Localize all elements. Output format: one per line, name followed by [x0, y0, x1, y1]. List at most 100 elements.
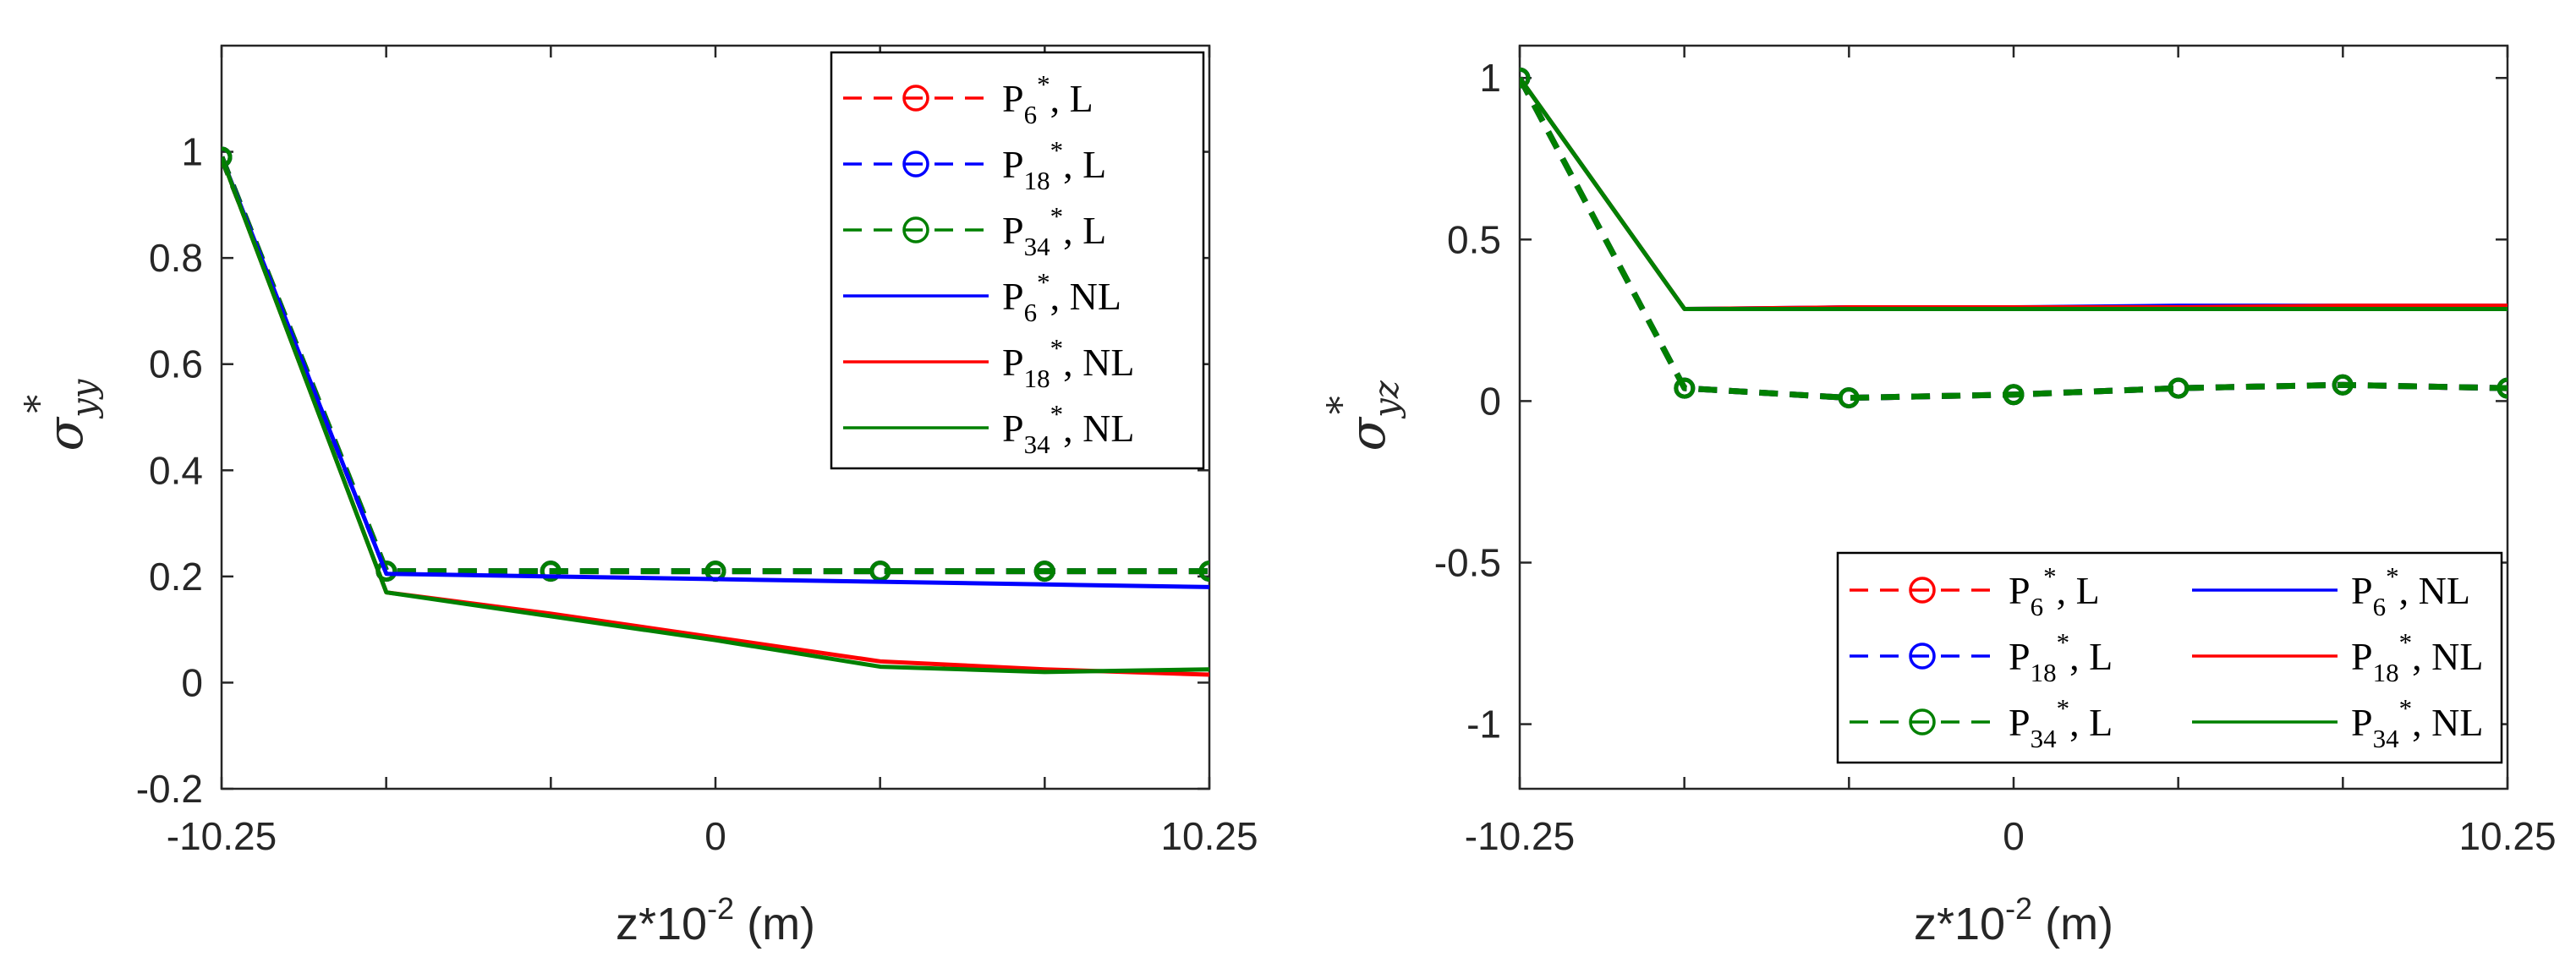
- chart2-legend-label-star: *: [2043, 561, 2057, 591]
- chart1-ytick-label: 1: [181, 130, 203, 174]
- chart1-legend-label-tail: , L: [1063, 209, 1106, 252]
- chart2-legend-label-main: P: [2351, 701, 2373, 744]
- chart2-legend-marker-3: [1909, 708, 1936, 736]
- chart1-series-3-point: [869, 561, 891, 582]
- chart2-series-3-point: [1674, 377, 1696, 399]
- chart2-legend-label-tail: , L: [2069, 635, 2113, 678]
- chart2-legend-box: [1836, 551, 2503, 764]
- chart2-legend-label-main: P: [2351, 635, 2373, 678]
- chart1-xlabel: z*10-2 (m): [616, 891, 815, 949]
- chart2-xlabel-unit: (m): [2032, 899, 2113, 949]
- chart1-xlabel-exp: -2: [707, 891, 734, 926]
- chart1-ylabel: σyy*: [18, 378, 104, 451]
- chart2-legend-label-main: P: [2009, 569, 2031, 612]
- chart1-legend-label-tail: , NL: [1063, 407, 1134, 450]
- chart1-legend-label-sub: 34: [1024, 232, 1051, 261]
- chart2-legend-label-main: P: [2009, 635, 2031, 678]
- chart2-legend-marker-1: [1909, 577, 1936, 604]
- chart2-legend-label-tail: , NL: [2399, 569, 2470, 612]
- chart2-xtick-label: 10.25: [2458, 814, 2556, 858]
- chart2-legend-label-tail: , L: [2057, 569, 2100, 612]
- chart2-legend-label-sub: 6: [2031, 592, 2044, 621]
- chart1-xtick-label: 0: [704, 814, 726, 858]
- chart1-legend-label-main: P: [1002, 143, 1024, 186]
- chart2-legend-label-main: P: [2009, 701, 2031, 744]
- chart1-legend-box: [830, 51, 1205, 470]
- chart1-legend-label-sub: 6: [1024, 100, 1038, 129]
- chart1-ylabel-sub: yy: [65, 378, 104, 419]
- chart1-ytick-label: -0.2: [136, 767, 203, 811]
- chart1-legend-label-tail: , NL: [1050, 275, 1121, 318]
- chart1-ytick-label: 0.8: [149, 236, 203, 280]
- chart2-legend-label-sub: 18: [2373, 658, 2399, 687]
- chart1-series-3-point: [1198, 561, 1209, 582]
- chart1-legend-label-star: *: [1050, 333, 1064, 363]
- chart2-legend-label-sub: 34: [2373, 724, 2400, 753]
- chart1-legend-label-main: P: [1002, 407, 1024, 450]
- chart2-ytick-label: -0.5: [1434, 540, 1501, 584]
- chart1-legend-marker-2: [902, 150, 929, 178]
- chart2-series-3-point: [1838, 387, 1860, 409]
- chart2-xlabel-exp: -2: [2005, 891, 2032, 926]
- chart1-legend-label-star: *: [1050, 201, 1064, 231]
- chart2-legend-label-6: P34*, NL: [2351, 693, 2483, 753]
- chart1-series-3-point: [222, 146, 233, 168]
- chart2-ytick-label: 1: [1479, 56, 1501, 100]
- chart2-legend-label-star: *: [2399, 627, 2413, 657]
- chart2-legend-label-4: P6*, NL: [2351, 561, 2470, 621]
- chart2-legend-label-tail: , L: [2069, 701, 2113, 744]
- chart2-legend-label-tail: , NL: [2412, 635, 2483, 678]
- chart1-ytick-label: 0.2: [149, 555, 203, 599]
- chart2-series-line-6: [1520, 76, 2507, 311]
- chart2-legend-label-star: *: [2399, 693, 2413, 723]
- chart1-legend-label-main: P: [1002, 341, 1024, 384]
- chart1-data: [222, 146, 1209, 677]
- chart2-legend-label-star: *: [2057, 627, 2070, 657]
- chart2-ytick-label: 0.5: [1447, 217, 1501, 261]
- chart1-legend-label-tail: , L: [1050, 77, 1093, 120]
- chart2-ytick-label: -1: [1466, 703, 1501, 747]
- chart1-legend-label-tail: , L: [1063, 143, 1106, 186]
- chart2-series-3-point: [2497, 377, 2507, 399]
- chart2: -10.25 0 10.25-1-0.500.51z*10-2 (m)σyz*P6*…: [1320, 44, 2557, 949]
- chart2-xtick-label: 0: [2003, 814, 2025, 858]
- chart1-legend-marker-1: [902, 85, 929, 112]
- chart2-series-line-3: [1520, 76, 2507, 402]
- chart1-legend-label-star: *: [1037, 69, 1050, 99]
- chart1-xlabel-base: z*10: [616, 899, 707, 949]
- chart2-ytick-label: 0: [1479, 379, 1501, 423]
- chart1-legend-label-main: P: [1002, 275, 1024, 318]
- chart1-legend-label-main: P: [1002, 77, 1024, 120]
- chart1-legend-label-star: *: [1050, 135, 1064, 165]
- chart1-legend-marker-3: [902, 216, 929, 243]
- chart1-ylabel-sigma: σ: [36, 417, 94, 451]
- chart2-legend-label-1: P6*, L: [2009, 561, 2100, 621]
- chart1: -10.25 0 10.25 -0.2 0 0.2 0.4 0.6 0.8 1 z*10-2 (m)…: [18, 44, 1258, 949]
- chart1-legend-label-6: P34*, NL: [1002, 399, 1134, 459]
- chart2-legend-label-2: P18*, L: [2009, 627, 2113, 687]
- chart2-legend-label-main: P: [2351, 569, 2373, 612]
- chart1-xlabel-unit: (m): [734, 899, 815, 949]
- chart2-series-3-point: [2168, 377, 2190, 399]
- chart2-ylabel: σyz*: [1320, 380, 1406, 451]
- chart1-legend-label-sub: 6: [1024, 298, 1038, 327]
- chart2-legend-label-tail: , NL: [2412, 701, 2483, 744]
- chart2-ylabel-sigma: σ: [1339, 417, 1396, 451]
- chart1-legend-label-sub: 18: [1024, 364, 1050, 393]
- chart2-xtick-label: -10.25: [1465, 814, 1575, 858]
- chart1-ytick-label: 0: [181, 660, 203, 704]
- chart1-legend-label-1: P6*, L: [1002, 69, 1093, 129]
- chart2-series-3-point: [2332, 374, 2354, 396]
- chart2-ylabel-sup: *: [1320, 396, 1363, 414]
- chart2-series-3-point: [2003, 384, 2025, 406]
- chart1-ytick-label: 0.4: [149, 448, 203, 492]
- chart2-data: [1520, 67, 2507, 409]
- chart2-legend-label-star: *: [2057, 693, 2070, 723]
- chart1-legend-label-4: P6*, NL: [1002, 267, 1121, 327]
- chart1-xtick-label: 10.25: [1160, 814, 1258, 858]
- chart1-legend-label-star: *: [1050, 399, 1064, 429]
- chart1-series-line-6: [222, 156, 1209, 675]
- chart2-series-3-point: [1520, 67, 1531, 89]
